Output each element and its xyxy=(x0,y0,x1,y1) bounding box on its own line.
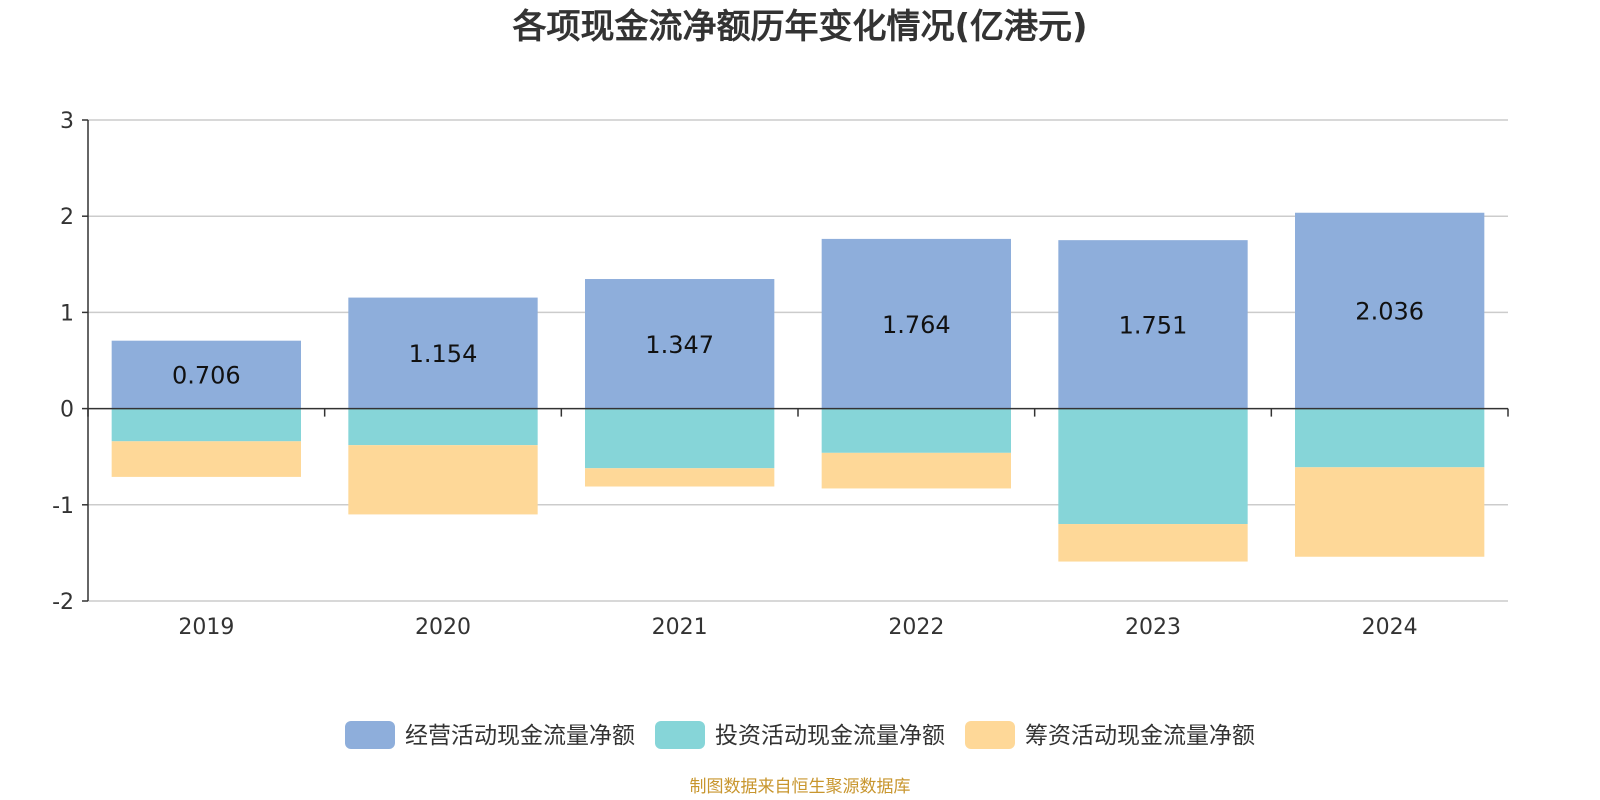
bar-2019-series-0 xyxy=(111,340,302,409)
bar-2020-series-1 xyxy=(348,408,538,446)
y-tick-label: 0 xyxy=(60,398,74,423)
y-tick-label: 2 xyxy=(60,205,74,230)
bar-2023-series-2 xyxy=(1058,524,1248,562)
legend-label: 筹资活动现金流量净额 xyxy=(1025,723,1255,749)
bar-2023-series-1 xyxy=(1058,408,1248,525)
x-tick-label-2023: 2023 xyxy=(1125,615,1181,640)
x-tick-label-2022: 2022 xyxy=(888,615,944,640)
bar-2021-series-0 xyxy=(585,279,775,409)
chart-title: 各项现金流净额历年变化情况(亿港元) xyxy=(512,7,1087,47)
legend-label: 经营活动现金流量净额 xyxy=(405,723,635,749)
data-label-2021: 1.347 xyxy=(645,331,714,359)
y-tick-label: -2 xyxy=(52,590,74,615)
legend-item-1[interactable]: 投资活动现金流量净额 xyxy=(655,721,945,749)
legend-item-2[interactable]: 筹资活动现金流量净额 xyxy=(965,721,1255,749)
bar-2024-series-2 xyxy=(1295,467,1485,557)
bar-2019-series-2 xyxy=(111,441,302,477)
bars xyxy=(111,212,1485,562)
bar-2019-series-1 xyxy=(111,408,302,442)
legend-swatch xyxy=(965,721,1015,749)
legend-swatch xyxy=(345,721,395,749)
x-tick-label-2024: 2024 xyxy=(1362,615,1418,640)
data-label-2022: 1.764 xyxy=(882,311,951,339)
bar-2022-series-0 xyxy=(821,238,1011,409)
grid-lines xyxy=(88,119,1508,602)
bar-2022-series-2 xyxy=(821,452,1011,489)
legend-swatch xyxy=(655,721,705,749)
y-tick-label: 3 xyxy=(60,109,74,134)
legend: 经营活动现金流量净额 投资活动现金流量净额 筹资活动现金流量净额 xyxy=(345,721,1255,749)
x-tick-label-2021: 2021 xyxy=(652,615,708,640)
bar-2024-series-0 xyxy=(1295,212,1485,409)
legend-label: 投资活动现金流量净额 xyxy=(715,723,945,749)
data-label-2023: 1.751 xyxy=(1119,311,1188,339)
bar-2021-series-1 xyxy=(585,408,775,469)
y-tick-label: -1 xyxy=(52,494,74,519)
bar-2023-series-0 xyxy=(1058,240,1248,409)
data-label-2020: 1.154 xyxy=(409,340,478,368)
data-label-2019: 0.706 xyxy=(172,362,241,390)
legend-item-0[interactable]: 经营活动现金流量净额 xyxy=(345,721,635,749)
bar-2024-series-1 xyxy=(1295,408,1485,468)
data-labels: 0.706 1.154 1.347 1.764 1.751 2.036 xyxy=(172,298,1424,390)
source-note: 制图数据来自恒生聚源数据库 xyxy=(690,777,911,797)
data-label-2024: 2.036 xyxy=(1355,298,1424,326)
x-tick-label-2019: 2019 xyxy=(178,615,234,640)
bar-2020-series-2 xyxy=(348,445,538,515)
axes: 3 2 1 0 -1 -2 2019 2020 2021 2022 2023 2024 xyxy=(52,109,1509,640)
bar-2021-series-2 xyxy=(585,468,775,487)
x-tick-label-2020: 2020 xyxy=(415,615,471,640)
y-tick-label: 1 xyxy=(60,301,74,326)
bar-2022-series-1 xyxy=(821,408,1011,453)
bar-2020-series-0 xyxy=(348,297,538,409)
